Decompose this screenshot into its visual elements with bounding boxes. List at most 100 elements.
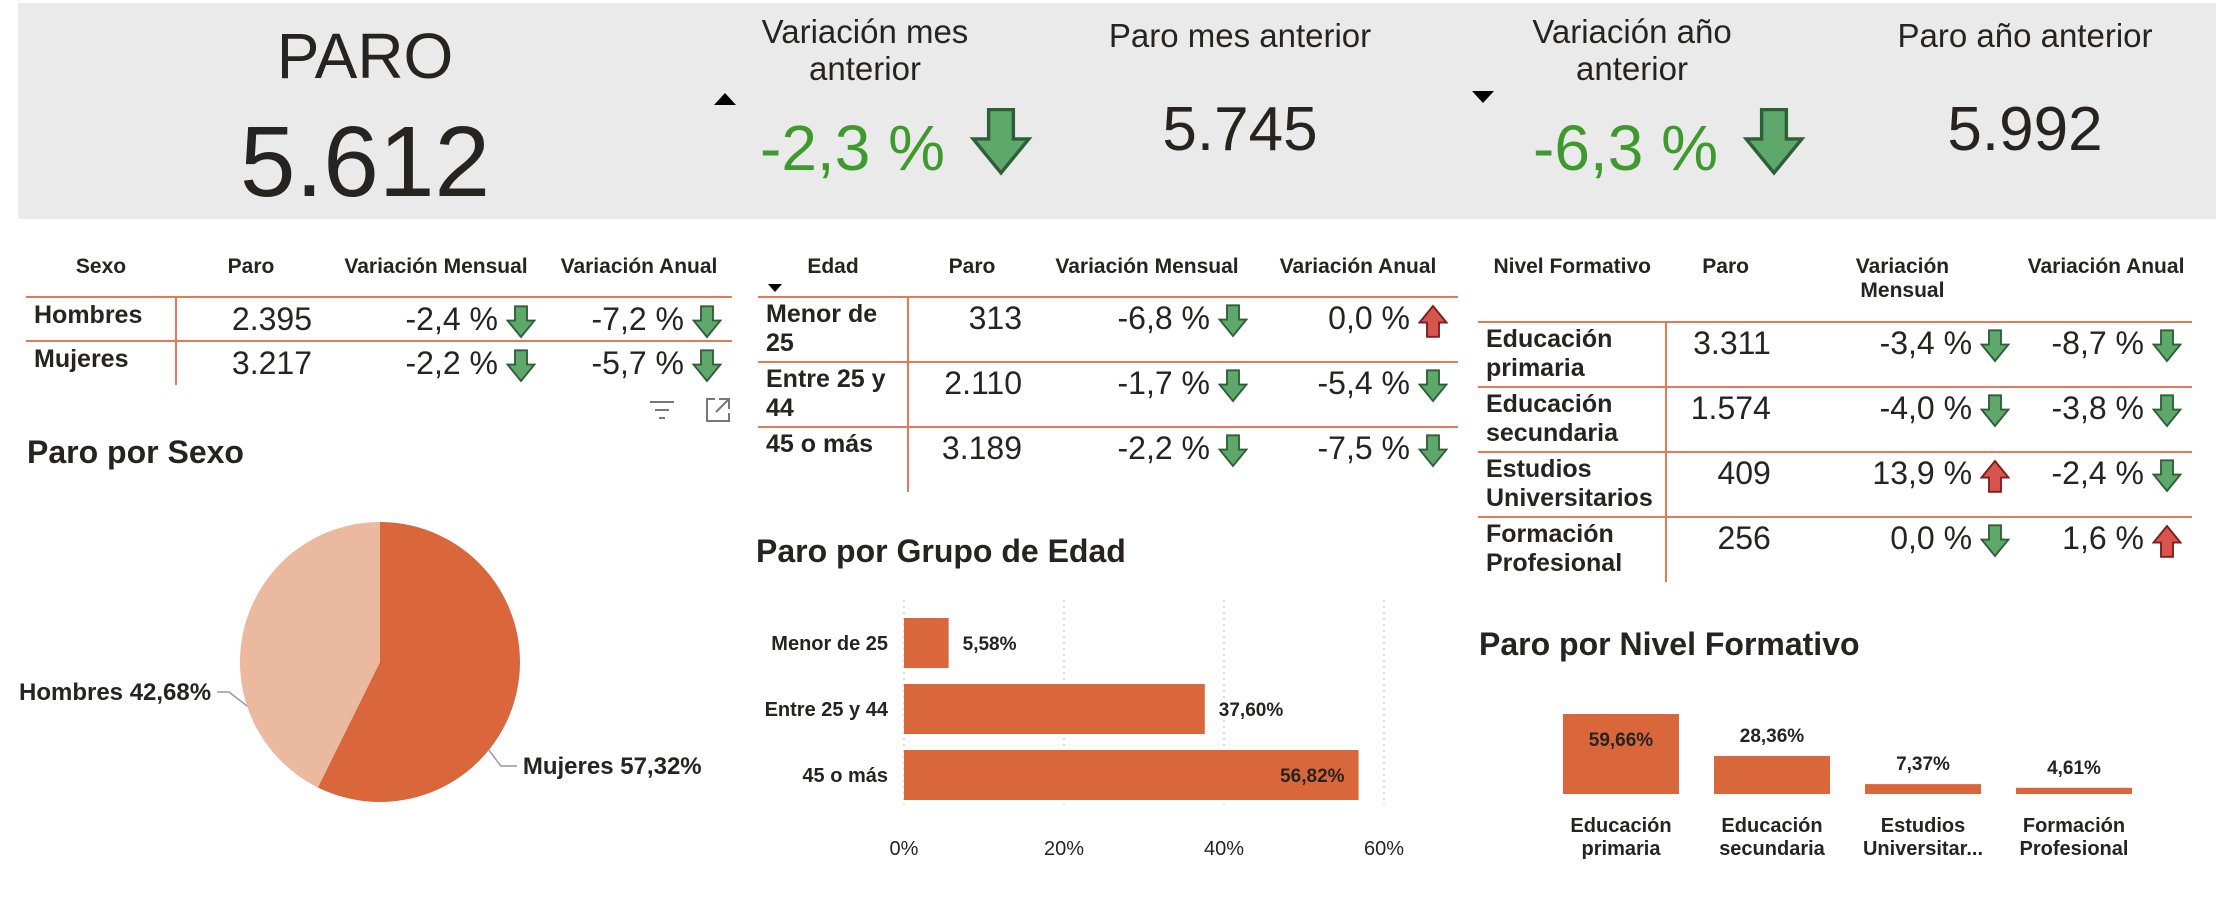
pie-slice-mujeres[interactable] xyxy=(317,522,520,802)
variacion-anual-cell: 0,0 % xyxy=(1258,297,1458,362)
col-header-variacion-mensual[interactable]: Variación Mensual xyxy=(344,255,528,278)
kpi-paro-value: 5.612 xyxy=(239,106,491,218)
variacion-mensual-cell: 0,0 % xyxy=(1785,517,2020,582)
paro-cell-text: 3.189 xyxy=(941,430,1022,466)
row-label-text: Educación secundaria xyxy=(1486,390,1619,447)
arrow-down-icon xyxy=(1418,433,1448,468)
pie-label-hombres: Hombres 42,68% xyxy=(19,679,211,706)
paro-cell: 313 xyxy=(908,297,1036,362)
arrow-down-icon xyxy=(969,107,1033,176)
bar[interactable] xyxy=(1714,755,1830,794)
kpi-var-mes-number: -2,3 % xyxy=(760,112,945,184)
table-row[interactable]: Estudios Universitarios 409 13,9 % -2,4 % xyxy=(1478,452,2192,517)
arrow-down-icon xyxy=(1418,368,1448,403)
variacion-anual-cell: -7,2 % xyxy=(546,297,732,341)
table-edad: Edad Paro Variación Mensual Variación An… xyxy=(758,255,1458,492)
variacion-mensual-cell-text: -2,2 % xyxy=(1117,430,1210,466)
bar[interactable] xyxy=(2016,787,2132,794)
bar[interactable] xyxy=(904,618,949,668)
x-tick-label: 20% xyxy=(1044,838,1084,860)
row-label: Estudios Universitarios xyxy=(1478,452,1668,517)
col-header-nivel-formativo[interactable]: Nivel Formativo xyxy=(1493,255,1651,278)
bar[interactable] xyxy=(1865,784,1981,794)
sort-down-icon[interactable] xyxy=(1472,91,1494,103)
variacion-anual-cell-text: -5,4 % xyxy=(1317,365,1410,401)
sort-desc-icon[interactable] xyxy=(768,284,782,292)
table-row[interactable]: Formación Profesional 256 0,0 % 1,6 % xyxy=(1478,517,2192,582)
row-label: Mujeres xyxy=(26,341,177,385)
variacion-mensual-cell-text: -6,8 % xyxy=(1117,300,1210,336)
pie-slice-hombres[interactable] xyxy=(239,522,380,788)
row-label: Formación Profesional xyxy=(1478,517,1668,582)
paro-cell: 2.395 xyxy=(176,297,326,341)
x-tick-label: Formación xyxy=(2023,815,2125,837)
x-tick-label: primaria xyxy=(1582,838,1662,860)
row-label-text: Mujeres xyxy=(34,345,129,373)
kpi-var-anio-number: -6,3 % xyxy=(1533,112,1718,184)
variacion-mensual-cell: -2,2 % xyxy=(326,341,546,385)
arrow-down-icon xyxy=(1218,303,1248,338)
table-row[interactable]: Hombres 2.395 -2,4 % -7,2 % xyxy=(26,297,732,341)
row-label-text: Estudios Universitarios xyxy=(1486,455,1653,512)
table-row[interactable]: Menor de 25 313 -6,8 % 0,0 % xyxy=(758,297,1458,362)
col-header-variacion-anual[interactable]: Variación Anual xyxy=(560,255,718,278)
variacion-anual-cell-text: -2,4 % xyxy=(2051,455,2144,491)
bar[interactable] xyxy=(1563,714,1679,794)
variacion-anual-cell: -7,5 % xyxy=(1258,427,1458,492)
table-row[interactable]: Educación primaria 3.311 -3,4 % -8,7 % xyxy=(1478,322,2192,387)
filter-icon[interactable] xyxy=(648,398,676,427)
table-sexo: Sexo Paro Variación Mensual Variación An… xyxy=(26,255,732,385)
kpi-paro-title: PARO xyxy=(276,20,454,92)
bar-value-label: 5,58% xyxy=(963,634,1017,655)
row-label-text: Menor de 25 xyxy=(766,300,878,357)
col-header-variacion-anual[interactable]: Variación Anual xyxy=(1279,255,1437,278)
table-row[interactable]: 45 o más 3.189 -2,2 % -7,5 % xyxy=(758,427,1458,492)
table-row[interactable]: Mujeres 3.217 -2,2 % -5,7 % xyxy=(26,341,732,385)
paro-cell: 3.189 xyxy=(908,427,1036,492)
x-tick-label: 60% xyxy=(1364,838,1404,860)
col-header-paro[interactable]: Paro xyxy=(227,255,275,278)
col-header-paro[interactable]: Paro xyxy=(948,255,996,278)
variacion-anual-cell: -5,7 % xyxy=(546,341,732,385)
arrow-down-icon xyxy=(1218,368,1248,403)
x-tick-label: Estudios xyxy=(1881,815,1965,837)
bar-value-label: 28,36% xyxy=(1740,726,1805,747)
paro-cell-text: 2.110 xyxy=(944,365,1022,401)
x-tick-label: Universitar... xyxy=(1863,838,1983,860)
variacion-mensual-cell: -4,0 % xyxy=(1785,387,2020,452)
variacion-mensual-cell-text: -4,0 % xyxy=(1879,390,1973,426)
col-header-edad[interactable]: Edad xyxy=(758,255,908,297)
col-header-variacion-mensual[interactable]: Variación Mensual xyxy=(1055,255,1239,278)
variacion-anual-cell: -3,8 % xyxy=(2020,387,2192,452)
focus-mode-icon[interactable] xyxy=(705,397,731,428)
variacion-mensual-cell-text: -2,4 % xyxy=(405,301,498,337)
kpi-mes-anterior-value: 5.745 xyxy=(1162,95,1318,164)
pie-chart-title: Paro por Sexo xyxy=(27,434,244,470)
table-row[interactable]: Entre 25 y 44 2.110 -1,7 % -5,4 % xyxy=(758,362,1458,427)
sort-up-icon[interactable] xyxy=(714,93,736,105)
col-header-variacion-mensual[interactable]: Variación Mensual xyxy=(1855,255,1950,302)
variacion-mensual-cell: -2,2 % xyxy=(1036,427,1258,492)
row-label: Entre 25 y 44 xyxy=(758,362,909,427)
col-header-variacion-anual[interactable]: Variación Anual xyxy=(2027,255,2185,278)
arrow-down-icon xyxy=(2152,458,2182,493)
paro-cell: 2.110 xyxy=(908,362,1036,427)
paro-cell: 409 xyxy=(1666,452,1784,517)
table-row[interactable]: Educación secundaria 1.574 -4,0 % -3,8 % xyxy=(1478,387,2192,452)
kpi-var-mes-title-line2: anterior xyxy=(809,50,921,87)
arrow-down-icon xyxy=(2152,328,2182,363)
row-label-text: 45 o más xyxy=(766,430,874,458)
row-label-text: Educación primaria xyxy=(1486,325,1613,382)
row-label: Menor de 25 xyxy=(758,297,909,362)
bar[interactable] xyxy=(904,750,1359,800)
bar[interactable] xyxy=(904,684,1205,734)
table-nivel-formativo: Nivel Formativo Paro Variación Mensual V… xyxy=(1478,255,2192,582)
col-header-sexo[interactable]: Sexo xyxy=(75,255,127,278)
arrow-up-icon xyxy=(1418,304,1448,338)
paro-cell-text: 1.574 xyxy=(1690,390,1771,426)
bar-value-label: 7,37% xyxy=(1896,754,1950,775)
variacion-anual-cell-text: -7,2 % xyxy=(591,301,684,337)
variacion-mensual-cell: -1,7 % xyxy=(1036,362,1258,427)
arrow-down-icon xyxy=(1218,433,1248,468)
col-header-paro[interactable]: Paro xyxy=(1702,255,1749,278)
